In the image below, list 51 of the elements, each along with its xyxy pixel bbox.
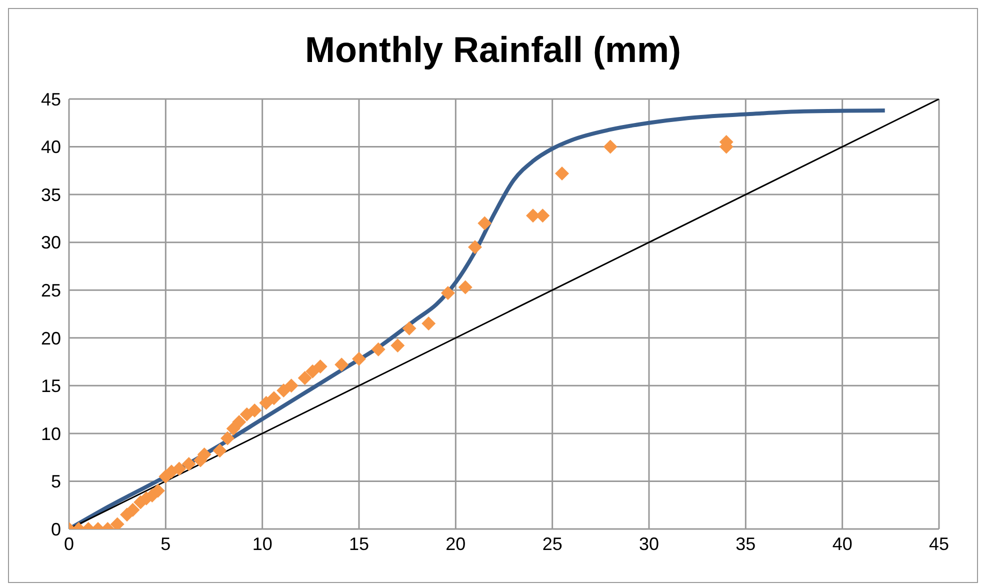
y-tick-label: 5 <box>50 472 61 492</box>
point <box>526 208 540 223</box>
point <box>555 166 569 181</box>
y-tick-label: 0 <box>50 519 61 540</box>
point <box>197 447 212 462</box>
y-tick-label: 45 <box>40 89 61 110</box>
point <box>440 286 455 300</box>
point <box>390 338 405 353</box>
y-tick-label: 25 <box>40 280 61 300</box>
point <box>248 404 262 418</box>
point <box>212 444 227 458</box>
y-tick-label: 30 <box>40 232 61 253</box>
point <box>150 484 165 498</box>
point <box>352 352 366 366</box>
x-tick-label: 30 <box>638 534 660 554</box>
point <box>402 321 416 336</box>
y-tick-label: 10 <box>40 424 61 444</box>
point <box>220 431 235 446</box>
point <box>334 358 349 372</box>
y-tick-label: 20 <box>40 328 61 348</box>
point <box>126 502 140 517</box>
point <box>313 360 328 374</box>
point <box>182 457 196 472</box>
y-tick-label: 15 <box>40 376 61 396</box>
x-tick-label: 0 <box>64 534 74 554</box>
point <box>422 316 436 331</box>
point <box>306 364 320 378</box>
point <box>603 140 618 154</box>
point <box>276 383 291 398</box>
x-tick-label: 5 <box>160 534 171 554</box>
x-tick-label: 40 <box>832 534 852 554</box>
point <box>298 371 312 386</box>
point <box>468 240 482 254</box>
point <box>172 462 186 476</box>
x-tick-label: 15 <box>348 534 370 554</box>
x-tick-label: 25 <box>542 534 562 554</box>
y-tick-label: 35 <box>40 184 61 205</box>
x-tick-label: 20 <box>446 534 466 554</box>
point <box>284 378 298 393</box>
point <box>259 396 274 410</box>
y-tick-label: 40 <box>40 137 61 158</box>
point <box>371 342 386 356</box>
point <box>478 216 492 230</box>
chart-title: Monthly Rainfall (mm) <box>304 29 682 72</box>
x-tick-label: 45 <box>928 534 950 554</box>
point <box>232 414 246 429</box>
x-tick-label: 35 <box>736 534 756 554</box>
x-tick-label: 10 <box>252 534 272 554</box>
point <box>458 280 472 294</box>
point <box>266 391 281 406</box>
point <box>536 208 550 223</box>
